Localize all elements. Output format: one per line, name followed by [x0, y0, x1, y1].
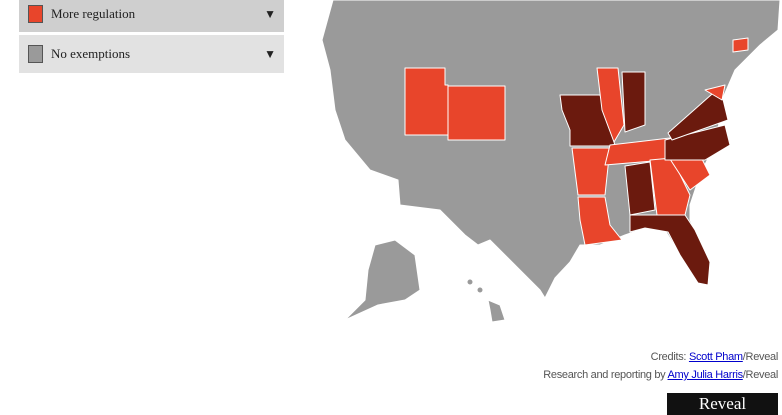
state: [732, 37, 749, 53]
legend-item[interactable]: More regulation ▼: [19, 0, 284, 32]
state: [571, 147, 611, 196]
legend-swatch: [28, 45, 43, 63]
legend-item[interactable]: No exemptions ▼: [19, 35, 284, 73]
credit-link[interactable]: Amy Julia Harris: [667, 369, 744, 381]
alaska: [344, 239, 421, 321]
dropdown-arrow: ▼: [264, 46, 276, 61]
hawaii: [466, 278, 474, 286]
credit-text: Credits:: [650, 351, 689, 363]
legend-label: No exemptions: [51, 46, 131, 61]
state: [577, 196, 623, 246]
legend-label: More regulation: [51, 6, 136, 21]
credit-text: /Reveal: [742, 369, 779, 381]
hawaii: [487, 299, 506, 323]
state: [667, 86, 729, 141]
state: [447, 85, 506, 141]
state: [629, 214, 711, 286]
credit-link[interactable]: Scott Pham: [688, 351, 743, 363]
state: [621, 71, 646, 133]
logo[interactable]: Reveal: [667, 393, 778, 415]
state: [624, 161, 656, 216]
state: [704, 84, 726, 101]
hawaii: [476, 286, 484, 294]
credit-line: Credits: Scott Pham/Reveal: [650, 351, 779, 363]
legend-swatch: [28, 5, 43, 23]
credit-line: Research and reporting by Amy Julia Harr…: [543, 369, 778, 381]
state: [664, 124, 731, 161]
state: [596, 67, 625, 143]
credit-text: /Reveal: [742, 351, 779, 363]
dropdown-arrow: ▼: [264, 6, 276, 21]
credit-text: Research and reporting by: [543, 369, 668, 381]
state: [404, 67, 449, 136]
